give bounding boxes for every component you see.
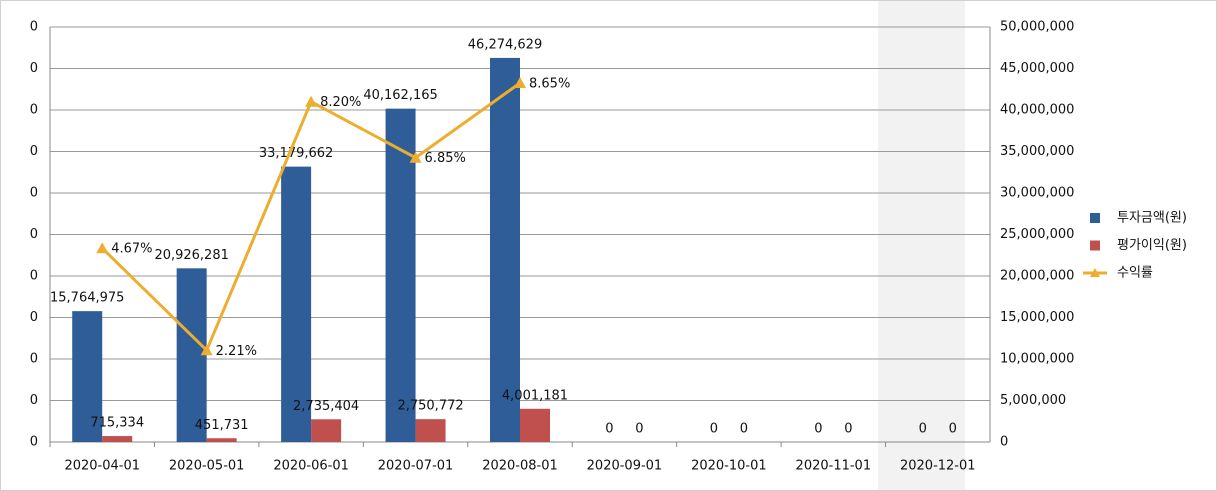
- x-tick-label: 2020-08-01: [482, 459, 558, 474]
- data-label: 0: [605, 422, 613, 437]
- y2-tick-label: 40,000,000: [1000, 103, 1074, 118]
- y2-tick-label: 20,000,000: [1000, 269, 1074, 284]
- data-label: 40,162,165: [363, 88, 437, 103]
- data-label: 2,750,772: [397, 399, 463, 414]
- data-label: 451,731: [195, 418, 249, 433]
- data-label: 46,274,629: [468, 37, 542, 52]
- legend-swatch: [1090, 213, 1100, 223]
- bar: [520, 408, 550, 442]
- bar: [415, 419, 446, 442]
- y2-tick-label: 45,000,000: [1000, 61, 1074, 76]
- line-marker: [514, 77, 526, 89]
- bar: [281, 166, 312, 442]
- x-tick-label: 2020-09-01: [587, 459, 663, 474]
- y2-tick-label: 5,000,000: [1000, 393, 1066, 408]
- y-tick-label: 0: [30, 186, 38, 201]
- y-tick-label: 0: [30, 393, 38, 408]
- line-marker: [409, 151, 422, 163]
- x-tick-label: 2020-06-01: [273, 459, 349, 474]
- y2-tick-label: 15,000,000: [1000, 310, 1074, 325]
- data-label: 0: [844, 422, 852, 437]
- data-label: 8.65%: [529, 77, 570, 92]
- data-label: 0: [740, 422, 748, 437]
- y-tick-label: 0: [30, 103, 38, 118]
- y2-tick-label: 35,000,000: [1000, 144, 1074, 159]
- data-label: 8.20%: [320, 95, 361, 110]
- y-tick-label: 0: [30, 227, 38, 242]
- x-tick-label: 2020-10-01: [691, 459, 767, 474]
- data-label: 0: [635, 422, 643, 437]
- y-tick-label: 0: [30, 352, 38, 367]
- y2-tick-label: 10,000,000: [1000, 352, 1074, 367]
- bar: [72, 311, 103, 442]
- line-marker: [200, 344, 213, 356]
- data-label: 4,001,181: [502, 388, 568, 403]
- x-tick-label: 2020-11-01: [796, 459, 872, 474]
- data-label: 6.85%: [425, 151, 466, 166]
- data-label: 0: [710, 422, 718, 437]
- y-tick-label: 0: [30, 144, 38, 159]
- legend-label: 평가이익(원): [1117, 238, 1187, 253]
- data-label: 4.67%: [111, 242, 152, 257]
- data-label: 715,334: [90, 416, 144, 431]
- y-tick-label: 0: [30, 435, 38, 450]
- legend-label: 수익률: [1117, 266, 1153, 281]
- data-label: 0: [919, 422, 927, 437]
- data-label: 0: [949, 422, 957, 437]
- x-tick-label: 2020-04-01: [64, 459, 140, 474]
- data-label: 15,764,975: [50, 291, 124, 306]
- bar: [490, 57, 520, 442]
- y2-tick-label: 50,000,000: [1000, 20, 1074, 35]
- y2-tick-label: 30,000,000: [1000, 186, 1074, 201]
- data-label: 33,179,662: [259, 146, 333, 161]
- bar: [206, 438, 237, 442]
- legend-swatch: [1090, 268, 1100, 277]
- y2-tick-label: 25,000,000: [1000, 227, 1074, 242]
- y-tick-label: 0: [30, 310, 38, 325]
- y-tick-label: 0: [30, 20, 38, 35]
- legend-label: 투자금액(원): [1117, 211, 1187, 226]
- selected-column: [878, 0, 965, 491]
- y-tick-label: 0: [30, 269, 38, 284]
- bar: [102, 436, 133, 442]
- bar: [385, 108, 416, 443]
- y2-tick-label: 0: [1000, 435, 1008, 450]
- line-marker: [305, 95, 318, 107]
- data-label: 0: [814, 422, 822, 437]
- data-label: 20,926,281: [154, 248, 228, 263]
- line-marker: [96, 242, 109, 254]
- x-tick-label: 2020-07-01: [378, 459, 454, 474]
- y-tick-label: 0: [30, 61, 38, 76]
- legend-swatch: [1090, 240, 1100, 251]
- bar: [311, 419, 342, 442]
- data-label: 2.21%: [216, 344, 257, 359]
- x-tick-label: 2020-12-01: [900, 459, 976, 474]
- x-tick-label: 2020-05-01: [169, 459, 245, 474]
- data-label: 2,735,404: [293, 399, 359, 414]
